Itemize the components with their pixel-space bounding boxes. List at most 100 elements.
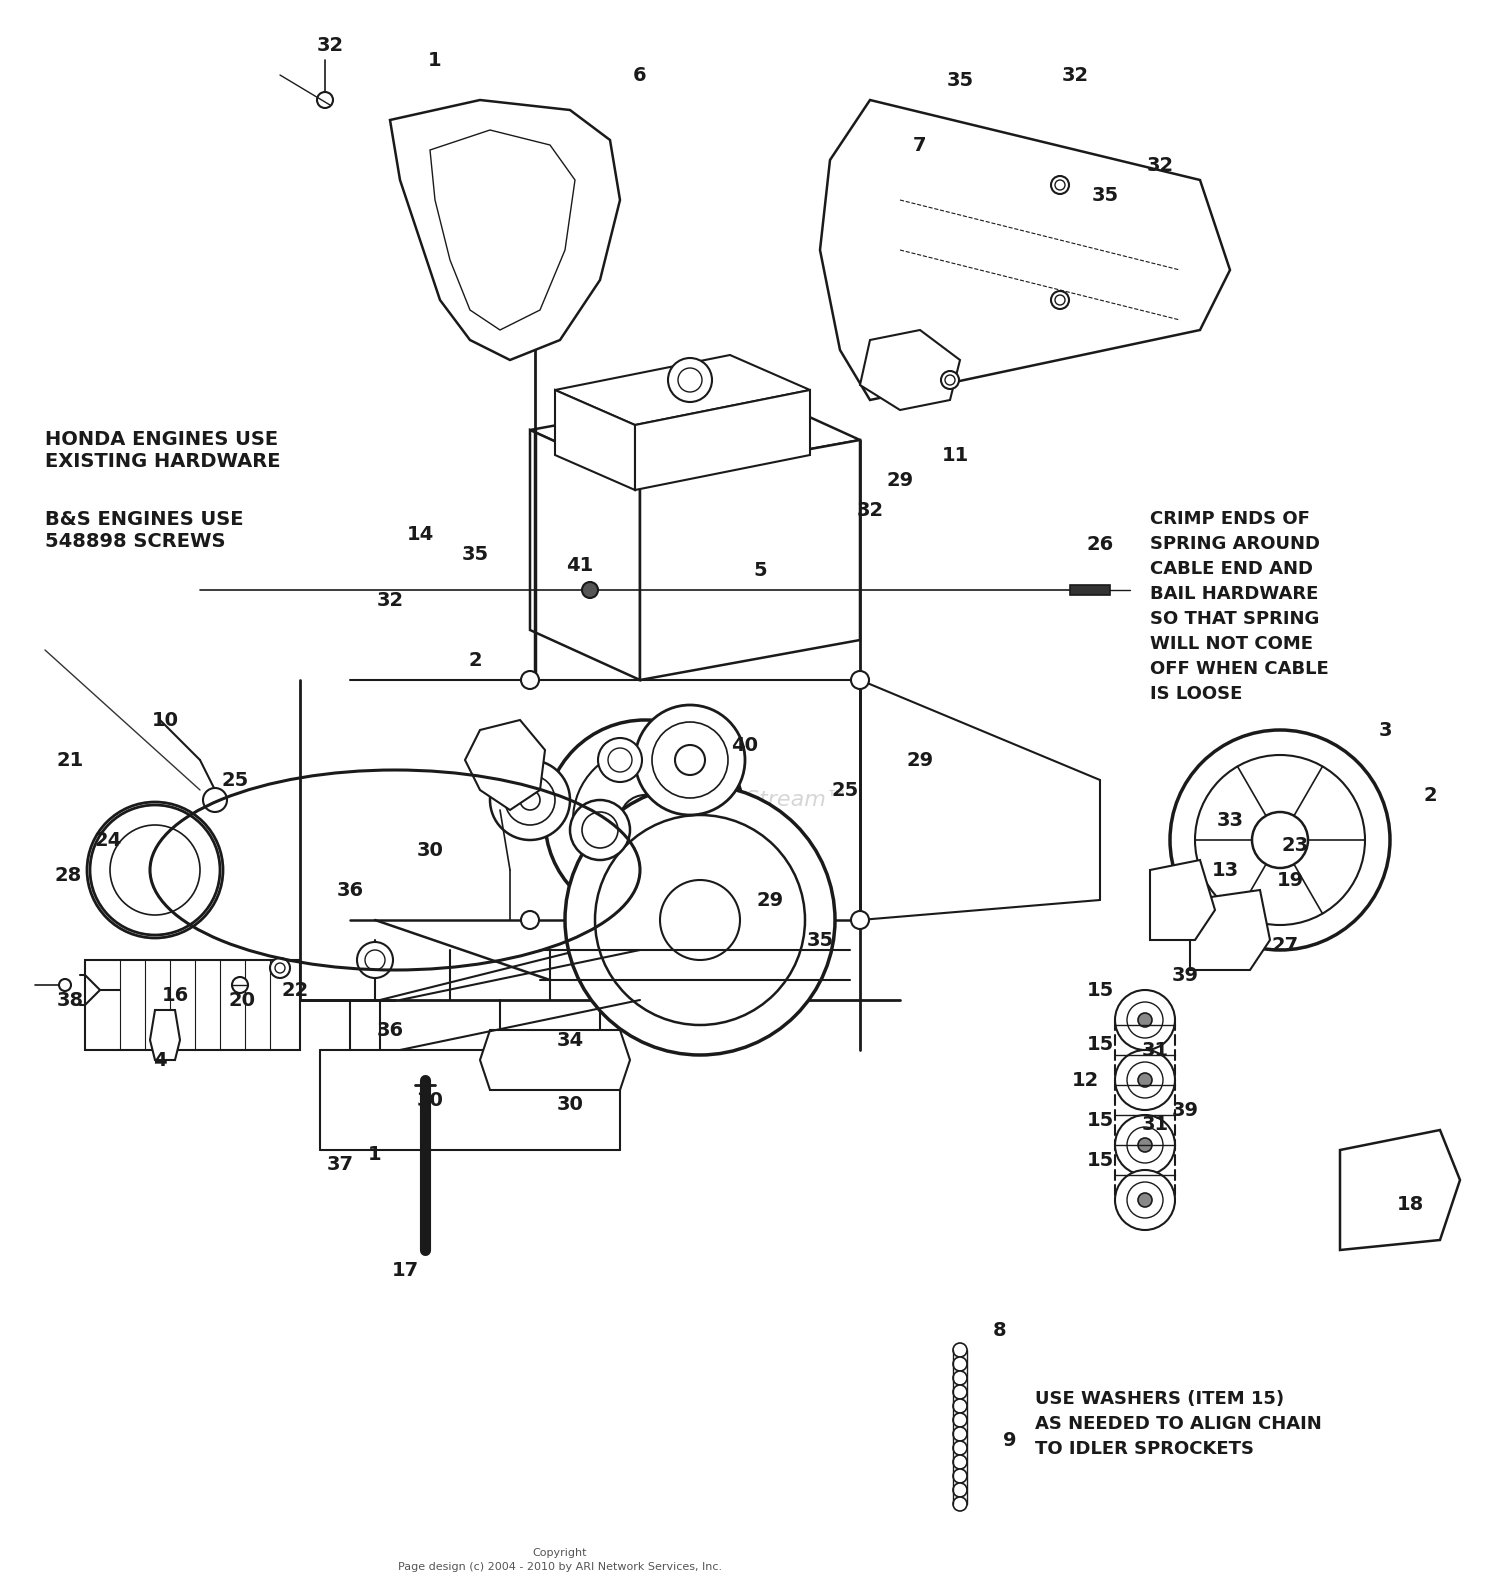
Polygon shape [859,329,960,410]
Text: 32: 32 [1062,65,1089,84]
Text: 32: 32 [856,500,883,519]
Text: 29: 29 [756,891,783,910]
Text: 16: 16 [162,986,189,1005]
Text: B&S ENGINES USE
548898 SCREWS: B&S ENGINES USE 548898 SCREWS [45,510,243,551]
Text: 14: 14 [406,526,433,545]
Text: 21: 21 [57,750,84,769]
Text: 12: 12 [1071,1070,1098,1089]
Circle shape [1126,1062,1162,1099]
Circle shape [58,978,70,991]
Text: 33: 33 [1216,810,1243,829]
Text: 37: 37 [327,1156,354,1175]
Text: 22: 22 [282,980,309,999]
Text: 27: 27 [1272,936,1299,955]
Circle shape [274,962,285,974]
Polygon shape [555,355,810,424]
Circle shape [952,1498,968,1512]
Text: 35: 35 [462,546,489,565]
Text: 9: 9 [1004,1431,1017,1450]
Polygon shape [530,389,860,480]
Text: 20: 20 [228,991,255,1010]
Circle shape [1138,1013,1152,1027]
Circle shape [270,958,290,978]
Circle shape [1054,294,1065,306]
Circle shape [1052,291,1070,309]
Circle shape [490,760,570,841]
Circle shape [1126,1127,1162,1164]
Circle shape [232,977,248,993]
Polygon shape [555,389,634,491]
Polygon shape [150,1010,180,1061]
Text: 35: 35 [946,71,974,90]
Polygon shape [1150,860,1215,940]
Text: 10: 10 [152,711,178,730]
Circle shape [570,799,630,860]
Circle shape [1196,755,1365,924]
Text: 15: 15 [1086,980,1113,999]
Polygon shape [1070,586,1110,595]
Text: 41: 41 [567,556,594,575]
Circle shape [678,367,702,393]
Circle shape [668,358,712,402]
Text: 5: 5 [753,560,766,579]
Text: 32: 32 [1146,155,1173,174]
Circle shape [952,1483,968,1498]
Text: 7: 7 [914,136,927,155]
Text: 30: 30 [556,1095,584,1114]
Polygon shape [465,720,544,810]
Circle shape [634,704,746,815]
Circle shape [1138,1138,1152,1152]
Text: CRIMP ENDS OF
SPRING AROUND
CABLE END AND
BAIL HARDWARE
SO THAT SPRING
WILL NOT : CRIMP ENDS OF SPRING AROUND CABLE END AN… [1150,510,1329,703]
Polygon shape [1340,1130,1460,1251]
Text: 1: 1 [368,1146,382,1165]
Circle shape [675,746,705,776]
Circle shape [660,880,740,959]
Text: 29: 29 [886,470,914,489]
Text: 36: 36 [376,1021,404,1040]
Text: 4: 4 [153,1051,166,1070]
Circle shape [952,1357,968,1371]
Text: 25: 25 [831,780,858,799]
Text: 13: 13 [1212,861,1239,880]
Text: HONDA ENGINES USE
EXISTING HARDWARE: HONDA ENGINES USE EXISTING HARDWARE [45,431,280,472]
Text: 32: 32 [376,590,404,609]
Circle shape [1126,1183,1162,1217]
Circle shape [952,1426,968,1441]
Circle shape [952,1399,968,1414]
Circle shape [952,1385,968,1399]
Circle shape [573,749,717,891]
Text: 36: 36 [336,880,363,899]
Text: 17: 17 [392,1260,418,1279]
Text: 1: 1 [427,51,442,70]
Text: 18: 18 [1396,1195,1423,1214]
Circle shape [952,1414,968,1426]
Text: 39: 39 [1172,1100,1198,1119]
Circle shape [520,790,540,810]
Circle shape [652,722,728,798]
Text: 31: 31 [1142,1116,1168,1135]
Text: 30: 30 [417,841,444,860]
Circle shape [608,749,631,773]
Text: 38: 38 [57,991,84,1010]
Text: 8: 8 [993,1320,1006,1339]
Circle shape [566,785,836,1054]
Text: 40: 40 [732,736,759,755]
Circle shape [316,92,333,108]
Text: 35: 35 [1092,185,1119,204]
Text: 15: 15 [1086,1111,1113,1130]
Polygon shape [86,959,300,1050]
Circle shape [952,1342,968,1357]
Text: 28: 28 [54,866,81,885]
Circle shape [90,806,220,936]
Circle shape [1054,180,1065,190]
Text: 30: 30 [417,1091,444,1110]
Text: 19: 19 [1276,871,1304,890]
Circle shape [520,671,538,689]
Text: 26: 26 [1086,535,1113,554]
Circle shape [850,910,868,929]
Circle shape [952,1371,968,1385]
Text: Copyright
Page design (c) 2004 - 2010 by ARI Network Services, Inc.: Copyright Page design (c) 2004 - 2010 by… [398,1548,722,1572]
Circle shape [940,370,958,389]
Text: 24: 24 [94,831,122,850]
Text: 29: 29 [906,750,933,769]
